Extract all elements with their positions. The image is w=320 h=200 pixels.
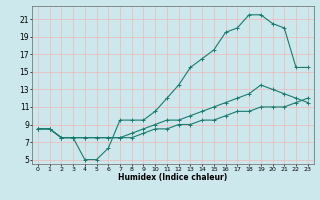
X-axis label: Humidex (Indice chaleur): Humidex (Indice chaleur) [118, 173, 228, 182]
